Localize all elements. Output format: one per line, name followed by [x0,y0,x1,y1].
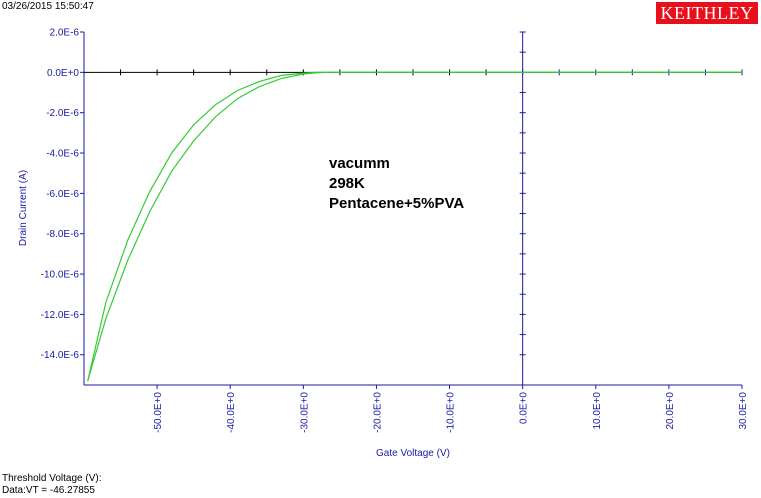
annotation-block: vacumm 298K Pentacene+5%PVA [329,155,464,212]
transfer-curve-0 [87,71,742,382]
y-tick-label-3: -4.0E-6 [46,149,79,160]
annotation-line-3: Pentacene+5%PVA [329,195,464,212]
y-axis-title: Drain Current (A) [18,170,29,246]
timestamp: 03/26/2015 15:50:47 [2,1,94,12]
annotation-line-2: 298K [329,175,365,192]
y-tick-label-0: 2.0E-6 [50,28,80,39]
x-axis-title: Gate Voltage (V) [376,448,450,459]
x-tick-label-4: -10.0E+0 [446,392,457,433]
y-tick-label-6: -10.0E-6 [41,270,80,281]
threshold-label: Threshold Voltage (V): [2,473,102,484]
y-tick-label-5: -8.0E-6 [46,229,79,240]
x-tick-label-5: 0.0E+0 [519,392,530,424]
x-tick-label-7: 20.0E+0 [665,392,676,430]
y-tick-label-2: -2.0E-6 [46,108,79,119]
x-tick-label-8: 30.0E+0 [738,392,749,430]
x-tick-label-1: -40.0E+0 [226,392,237,433]
transfer-curve-1 [87,71,742,382]
y-tick-label-7: -12.0E-6 [41,310,80,321]
x-tick-label-3: -20.0E+0 [372,392,383,433]
plot-area: 2.0E-6 0.0E+0 -2.0E-6 -4.0E-6 -6.0E-6 -8.0E-6… [41,28,749,433]
y-tick-label-8: -14.0E-6 [41,350,80,361]
y-tick-label-4: -6.0E-6 [46,189,79,200]
footer: Threshold Voltage (V): Data:VT = -46.278… [2,473,102,497]
annotation-line-1: vacumm [329,155,390,172]
x-tick-label-6: 10.0E+0 [592,392,603,430]
y-tick-label-1: 0.0E+0 [47,68,79,79]
x-tick-label-2: -30.0E+0 [299,392,310,433]
keithley-logo: KEITHLEY [656,2,758,24]
threshold-value: Data:VT = -46.27855 [2,485,95,496]
x-tick-label-0: -50.0E+0 [153,392,164,433]
